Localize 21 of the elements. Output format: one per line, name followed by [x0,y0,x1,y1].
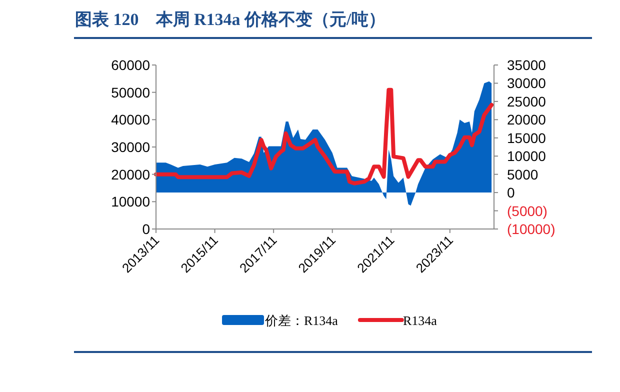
y-tick-label: 20000 [111,166,150,182]
legend-label: 价差：R134a [264,313,338,328]
y-tick-label: 0 [142,221,150,237]
chart-title: 图表 120 本周 R134a 价格不变（元/吨） [75,10,386,29]
y2-tick-label: 15000 [507,130,546,146]
y-tick-label: 30000 [111,139,150,155]
y2-tick-label: 10000 [507,148,546,164]
y-tick-label: 50000 [111,84,150,100]
y-tick-label: 60000 [111,57,150,73]
y2-tick-label: 5000 [507,166,538,182]
y2-tick-label: 0 [507,184,515,201]
y-tick-label: 10000 [111,194,150,210]
y2-tick-label: 25000 [507,93,546,110]
y2-tick-label: (10000) [507,221,556,237]
y2-tick-label: 30000 [507,75,546,92]
y-tick-label: 40000 [111,112,150,128]
line-series [154,88,494,186]
y2-tick-label: 35000 [507,57,546,73]
legend-label: R134a [402,313,438,328]
y2-tick-label: 20000 [507,112,546,128]
y2-tick-label: (5000) [507,202,548,219]
